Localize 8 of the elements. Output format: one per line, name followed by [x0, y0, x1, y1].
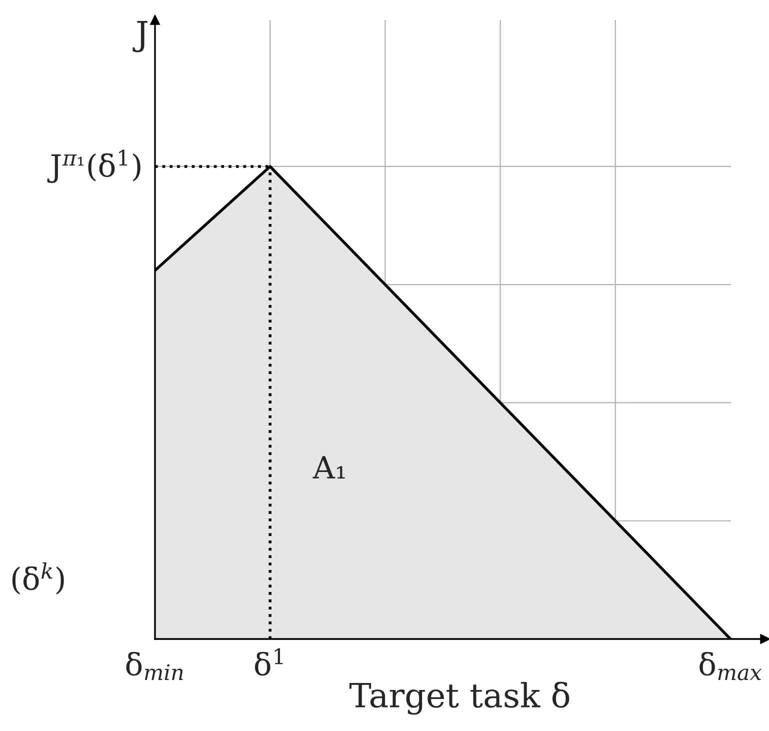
x-tick-label: δ$_{max}$ [700, 652, 762, 680]
x-tick-label: δ$_{min}$ [126, 652, 183, 680]
text: (δ$^{k}$) [12, 562, 64, 594]
ref-line-label: J$^{π₁}$(δ$^{1}$) [47, 150, 140, 184]
y-axis-title: J [132, 21, 148, 52]
x-axis-title: Target task δ [349, 682, 570, 715]
x-tick-label: δ$^{1}$ [254, 648, 283, 676]
annotation: A₁ [312, 456, 345, 479]
